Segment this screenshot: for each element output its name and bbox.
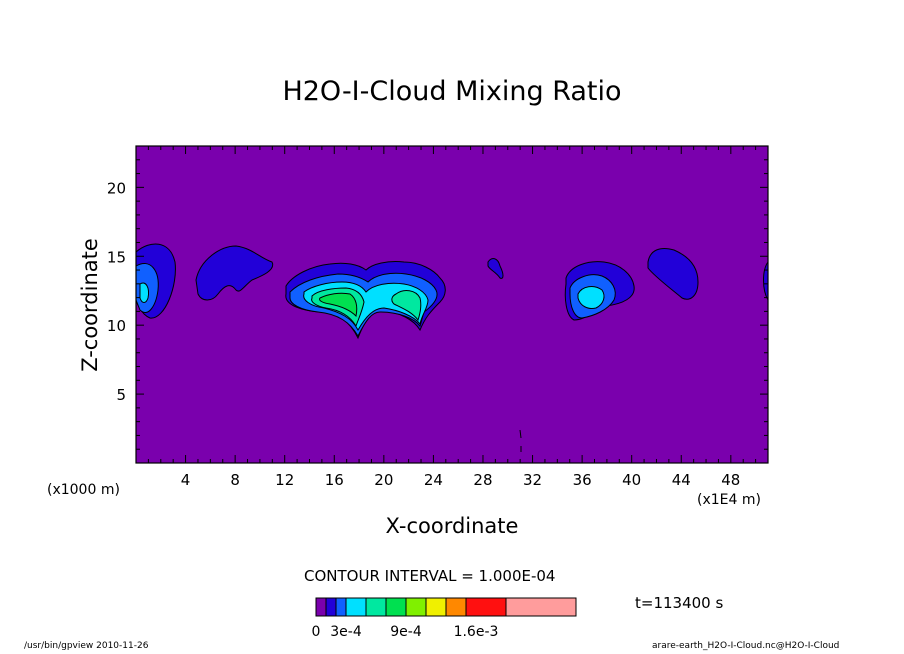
- x-tick-label: 4: [181, 471, 191, 489]
- colorbar-labels: 0 3e-4 9e-4 1.6e-3: [312, 624, 499, 640]
- colorbar-swatch: [345, 597, 367, 617]
- x-tick-label: 44: [672, 471, 691, 489]
- y-tick-label: 20: [107, 179, 126, 197]
- x-unit-label: (x1000 m): [47, 482, 120, 498]
- feature-x16-green2: [319, 292, 358, 318]
- plot-frame: [135, 145, 769, 464]
- contour-interval-label: CONTOUR INTERVAL = 1.000E-04: [304, 567, 556, 585]
- y-axis-label: Z-coordinate: [78, 238, 102, 372]
- stray-contour: [519, 429, 522, 452]
- colorbar-swatch: [445, 597, 467, 617]
- time-label: t=113400 s: [635, 594, 724, 612]
- feature-left-inner: [139, 282, 149, 303]
- chart-title: H2O-I-Cloud Mixing Ratio: [282, 76, 622, 107]
- x-tick-label: 20: [374, 471, 393, 489]
- x-tick-label: 32: [523, 471, 542, 489]
- x-tick-label: 48: [721, 471, 740, 489]
- colorbar-swatch: [315, 597, 327, 617]
- colorbar: [315, 597, 577, 617]
- y-tick-label: 5: [116, 386, 126, 404]
- x-tick-label: 24: [424, 471, 443, 489]
- feature-x8: [195, 245, 274, 301]
- feature-x37-inner: [577, 286, 605, 309]
- colorbar-swatch: [465, 597, 507, 617]
- y-tick-label: 10: [107, 317, 126, 335]
- y-tick-label: 15: [107, 248, 126, 266]
- colorbar-swatch: [335, 597, 347, 617]
- feature-x29: [487, 258, 504, 279]
- colorbar-label: 0: [312, 624, 321, 640]
- x-tick-label: 8: [230, 471, 240, 489]
- x-tick-label: 36: [573, 471, 592, 489]
- contour-features: [135, 243, 769, 340]
- axis-ticks: [136, 146, 768, 463]
- feature-x44: [647, 248, 699, 300]
- colorbar-label: 3e-4: [330, 624, 362, 640]
- x-scale-label: (x1E4 m): [697, 492, 761, 508]
- colorbar-swatch: [325, 597, 337, 617]
- colorbar-label: 9e-4: [390, 624, 422, 640]
- colorbar-swatch: [405, 597, 427, 617]
- colorbar-swatch: [425, 597, 447, 617]
- x-tick-label: 28: [473, 471, 492, 489]
- footer-left: /usr/bin/gpview 2010-11-26: [24, 641, 149, 651]
- x-axis-label: X-coordinate: [385, 514, 519, 538]
- footer-right: arare-earth_H2O-I-Cloud.nc@H2O-I-Cloud: [652, 641, 840, 651]
- colorbar-swatch: [505, 597, 577, 617]
- colorbar-swatch: [385, 597, 407, 617]
- x-tick-label: 12: [275, 471, 294, 489]
- x-tick-label: 16: [325, 471, 344, 489]
- feature-x22-green: [391, 290, 422, 322]
- plot-background: [136, 146, 768, 463]
- x-tick-label: 40: [622, 471, 641, 489]
- colorbar-label: 1.6e-3: [454, 624, 499, 640]
- colorbar-swatch: [365, 597, 387, 617]
